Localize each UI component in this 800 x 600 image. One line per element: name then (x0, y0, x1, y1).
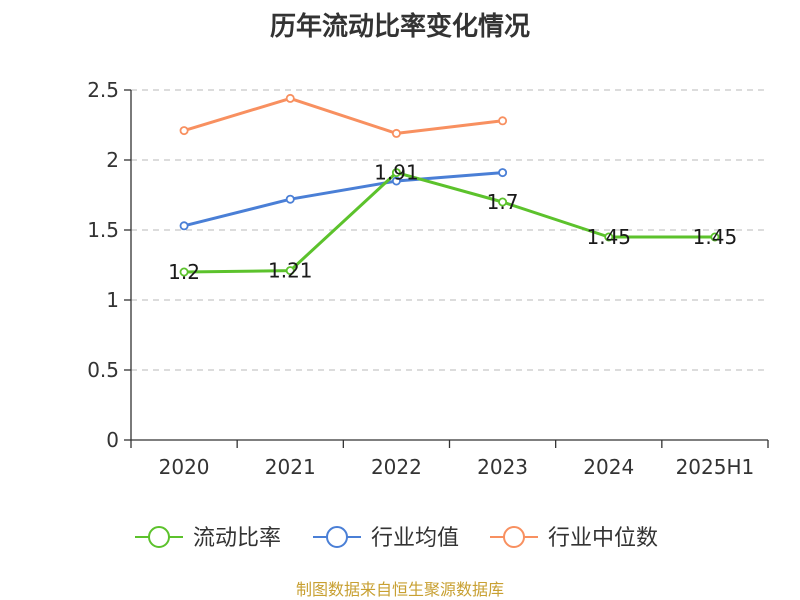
y-tick-label: 0.5 (87, 358, 119, 382)
x-tick-label: 2023 (477, 455, 528, 479)
data-label: 1.2 (168, 260, 200, 284)
data-point (179, 267, 189, 277)
series-line-3 (183, 96, 503, 135)
y-tick-label: 2 (106, 148, 119, 172)
y-tick-label: 0 (106, 428, 119, 452)
legend-label: 流动比率 (193, 526, 281, 551)
y-tick-label: 1.5 (87, 218, 119, 242)
data-point (179, 221, 189, 231)
data-label: 1.45 (586, 225, 631, 249)
chart-title: 历年流动比率变化情况 (269, 12, 530, 42)
legend-marker (503, 526, 525, 548)
data-point (391, 176, 401, 186)
legend-label: 行业均值 (371, 526, 459, 551)
x-tick-label: 2025H1 (676, 455, 755, 479)
series-line-2 (183, 171, 503, 228)
source-note: 制图数据来自恒生聚源数据库 (295, 580, 504, 599)
legend-marker (326, 526, 348, 548)
x-tick-label: 2020 (159, 455, 210, 479)
data-point (391, 128, 401, 138)
data-point (179, 126, 189, 136)
legend-label: 行业中位数 (548, 526, 658, 551)
data-label: 1.91 (374, 161, 419, 185)
data-point (710, 232, 720, 242)
data-point (285, 266, 295, 276)
series-line-1 (184, 171, 715, 274)
data-point (498, 197, 508, 207)
data-point (285, 93, 295, 103)
data-point (604, 232, 614, 242)
data-point (498, 116, 508, 126)
legend-marker (148, 526, 170, 548)
data-label: 1.7 (487, 190, 519, 214)
data-label: 1.45 (693, 225, 738, 249)
x-tick-label: 2022 (371, 455, 422, 479)
data-label: 1.21 (268, 259, 313, 283)
data-point (285, 194, 295, 204)
y-tick-label: 1 (106, 288, 119, 312)
x-tick-label: 2024 (583, 455, 634, 479)
data-point (391, 168, 401, 178)
y-tick-label: 2.5 (87, 78, 119, 102)
x-tick-label: 2021 (265, 455, 316, 479)
data-point (498, 168, 508, 178)
